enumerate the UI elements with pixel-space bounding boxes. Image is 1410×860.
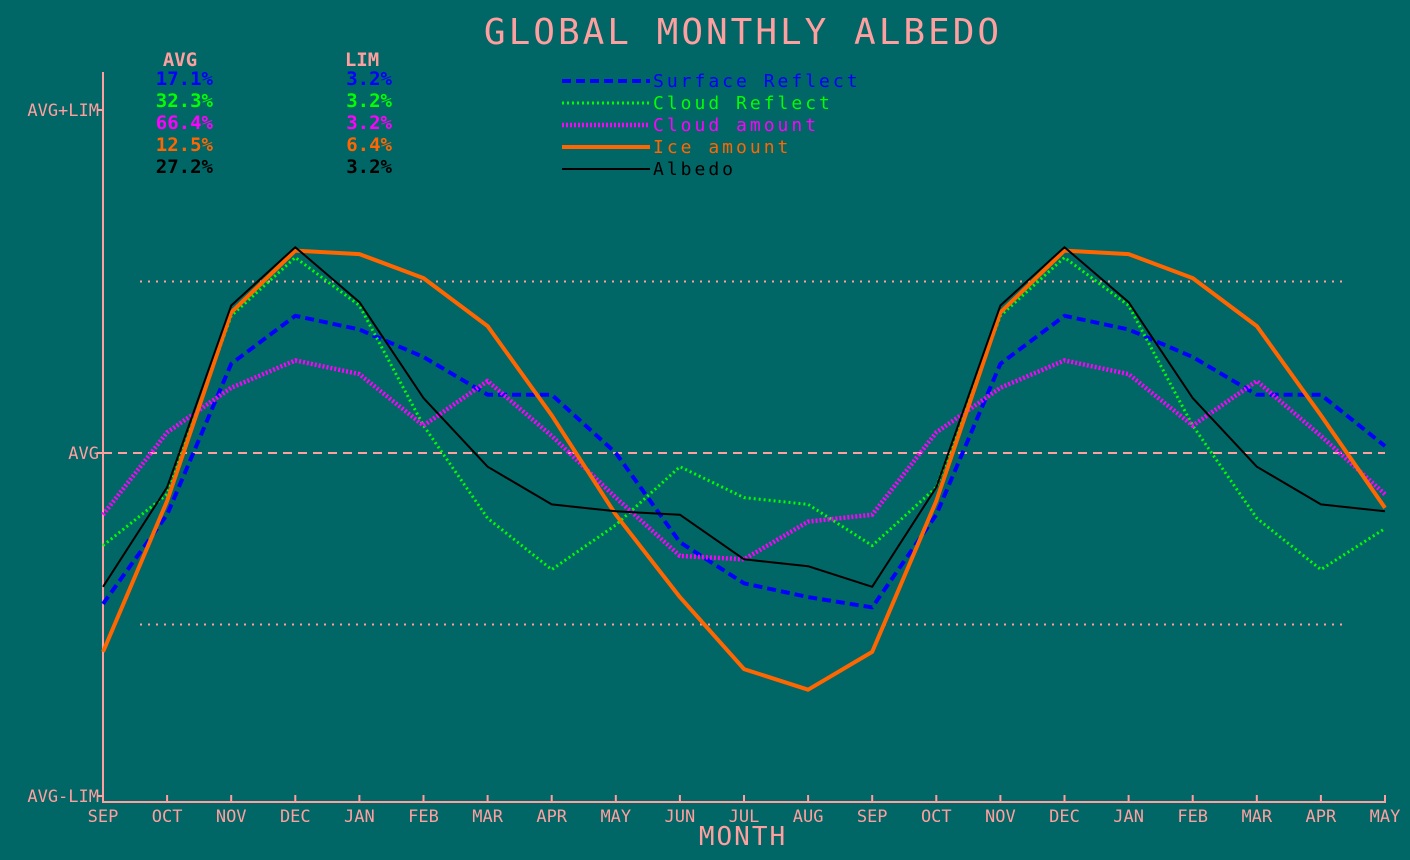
x-tick-label: FEB (1177, 807, 1208, 827)
x-tick-label: MAR (1241, 807, 1272, 827)
avg-value: 66.4% (156, 112, 214, 134)
lim-value: 3.2% (346, 68, 392, 90)
y-tick-label: AVG (68, 444, 99, 464)
x-tick-label: OCT (152, 807, 183, 827)
y-tick-labels: AVG+LIM AVG AVG-LIM (27, 101, 103, 807)
x-tick-label: JAN (344, 807, 375, 827)
x-tick-label: JUL (729, 807, 760, 827)
legend-label: Albedo (653, 159, 736, 180)
stats-table: AVG LIM 17.1% 3.2% 32.3% 3.2% 66.4% 3.2% 12.5%… (156, 49, 393, 178)
series-line-cloud-amount (101, 358, 1387, 562)
lim-column-header: LIM (345, 49, 379, 71)
x-tick-label: DEC (280, 807, 311, 827)
y-tick-label: AVG-LIM (27, 787, 99, 807)
series-line-albedo (102, 246, 1386, 588)
chart-title: GLOBAL MONTHLY ALBEDO (484, 12, 1002, 53)
lim-value: 3.2% (346, 90, 392, 112)
series-line-cloud-reflect (102, 256, 1386, 572)
reference-lines (103, 280, 1385, 626)
legend-label: Surface Reflect (653, 71, 861, 92)
x-tick-label: SEP (857, 807, 888, 827)
lim-value: 3.2% (346, 112, 392, 134)
legend-label: Ice amount (653, 137, 791, 158)
x-tick-label: DEC (1049, 807, 1080, 827)
axes (102, 72, 1386, 803)
x-tick-label: SEP (88, 807, 119, 827)
x-tick-label: FEB (408, 807, 439, 827)
y-tick-label: AVG+LIM (27, 101, 99, 121)
x-axis-title: MONTH (699, 822, 787, 852)
x-tick-label: JAN (1113, 807, 1144, 827)
x-tick-label: NOV (985, 807, 1016, 827)
x-tick-label: NOV (216, 807, 247, 827)
legend-label: Cloud amount (653, 115, 819, 136)
avg-column-header: AVG (163, 49, 197, 71)
x-tick-label: JUN (665, 807, 696, 827)
x-tick-label: APR (1306, 807, 1337, 827)
avg-value: 12.5% (156, 134, 214, 156)
legend-label: Cloud Reflect (653, 93, 833, 114)
lim-value: 6.4% (346, 134, 392, 156)
series-lines (101, 246, 1387, 692)
x-tick-labels: SEP OCT NOV DEC JAN FEB MAR APR MAY JUN JUL AUG SEP O… (88, 807, 1401, 827)
x-tick-label: OCT (921, 807, 952, 827)
x-tick-label: MAY (1370, 807, 1401, 827)
lim-value: 3.2% (346, 156, 392, 178)
avg-value: 27.2% (156, 156, 214, 178)
avg-value: 17.1% (156, 68, 214, 90)
x-tick-label: APR (536, 807, 567, 827)
x-tick-label: MAY (600, 807, 631, 827)
avg-value: 32.3% (156, 90, 214, 112)
x-tick-label: AUG (793, 807, 824, 827)
x-tick-label: MAR (472, 807, 503, 827)
